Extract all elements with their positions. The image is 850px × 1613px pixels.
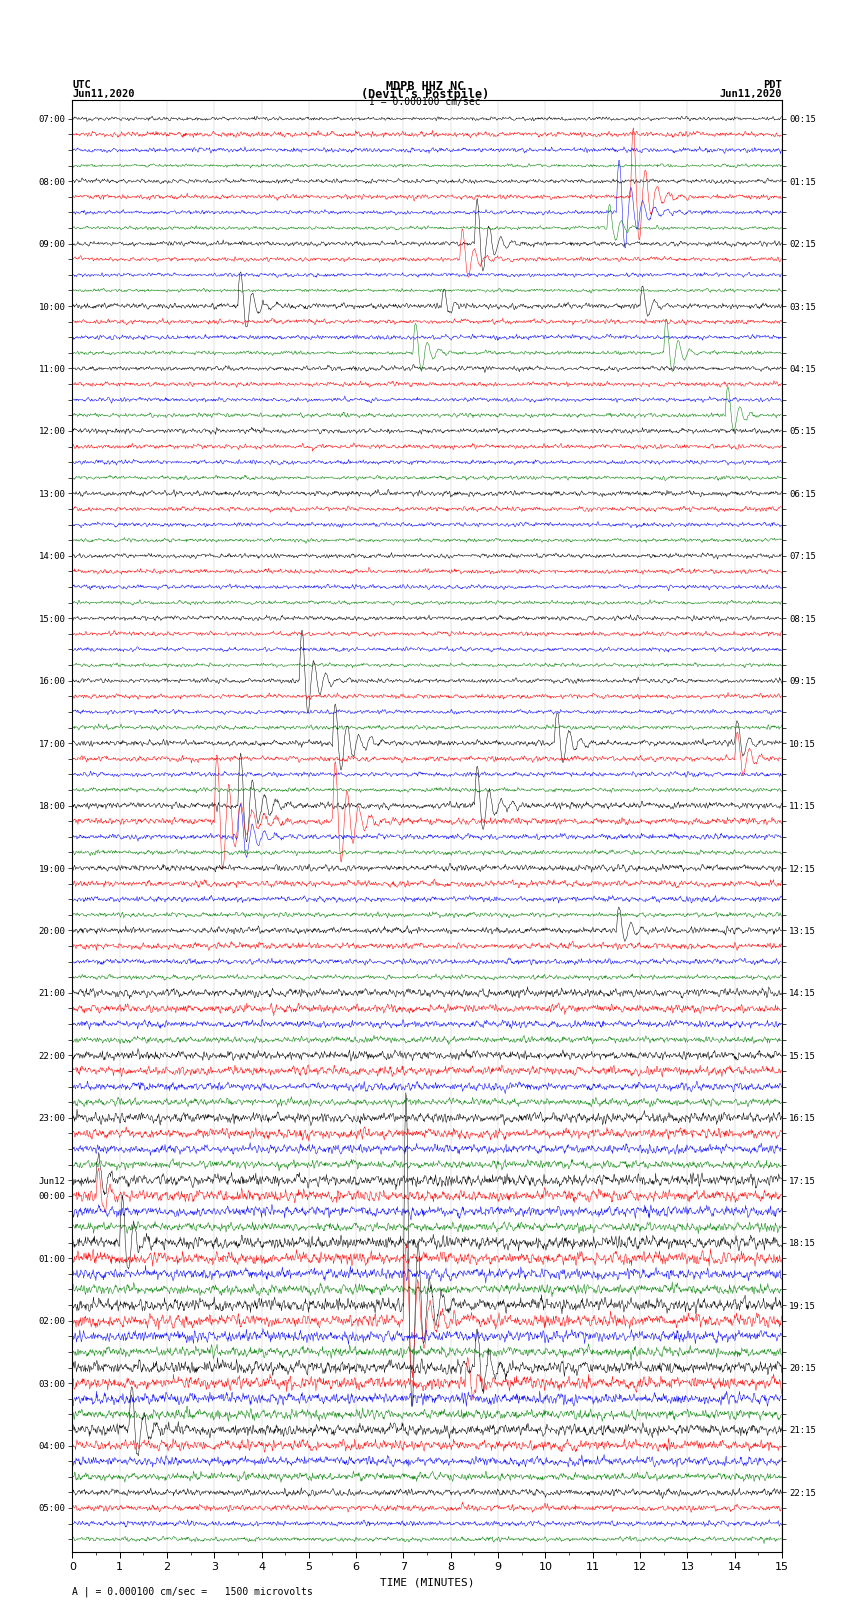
Text: I = 0.000100 cm/sec: I = 0.000100 cm/sec: [369, 97, 481, 108]
X-axis label: TIME (MINUTES): TIME (MINUTES): [380, 1578, 474, 1587]
Text: PDT: PDT: [763, 79, 782, 90]
Text: MDPB HHZ NC: MDPB HHZ NC: [386, 79, 464, 94]
Text: UTC: UTC: [72, 79, 91, 90]
Text: Jun11,2020: Jun11,2020: [719, 89, 782, 100]
Text: A | = 0.000100 cm/sec =   1500 microvolts: A | = 0.000100 cm/sec = 1500 microvolts: [72, 1587, 313, 1597]
Text: (Devil's Postpile): (Devil's Postpile): [361, 87, 489, 102]
Text: Jun11,2020: Jun11,2020: [72, 89, 135, 100]
